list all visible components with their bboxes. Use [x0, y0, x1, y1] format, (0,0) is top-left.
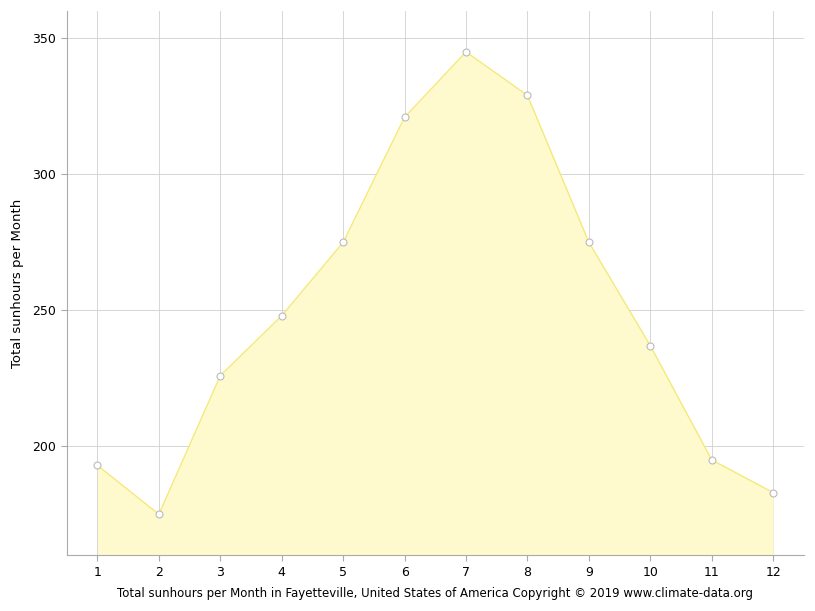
Point: [152, 510, 165, 519]
Point: [337, 238, 350, 247]
Point: [644, 341, 657, 351]
Point: [275, 311, 289, 321]
Y-axis label: Total sunhours per Month: Total sunhours per Month: [11, 199, 24, 368]
X-axis label: Total sunhours per Month in Fayetteville, United States of America Copyright © 2: Total sunhours per Month in Fayetteville…: [117, 587, 753, 600]
Point: [767, 488, 780, 497]
Point: [398, 112, 411, 122]
Point: [521, 90, 534, 100]
Point: [583, 238, 596, 247]
Point: [214, 371, 227, 381]
Point: [460, 47, 473, 57]
Point: [91, 461, 104, 470]
Point: [705, 455, 718, 465]
